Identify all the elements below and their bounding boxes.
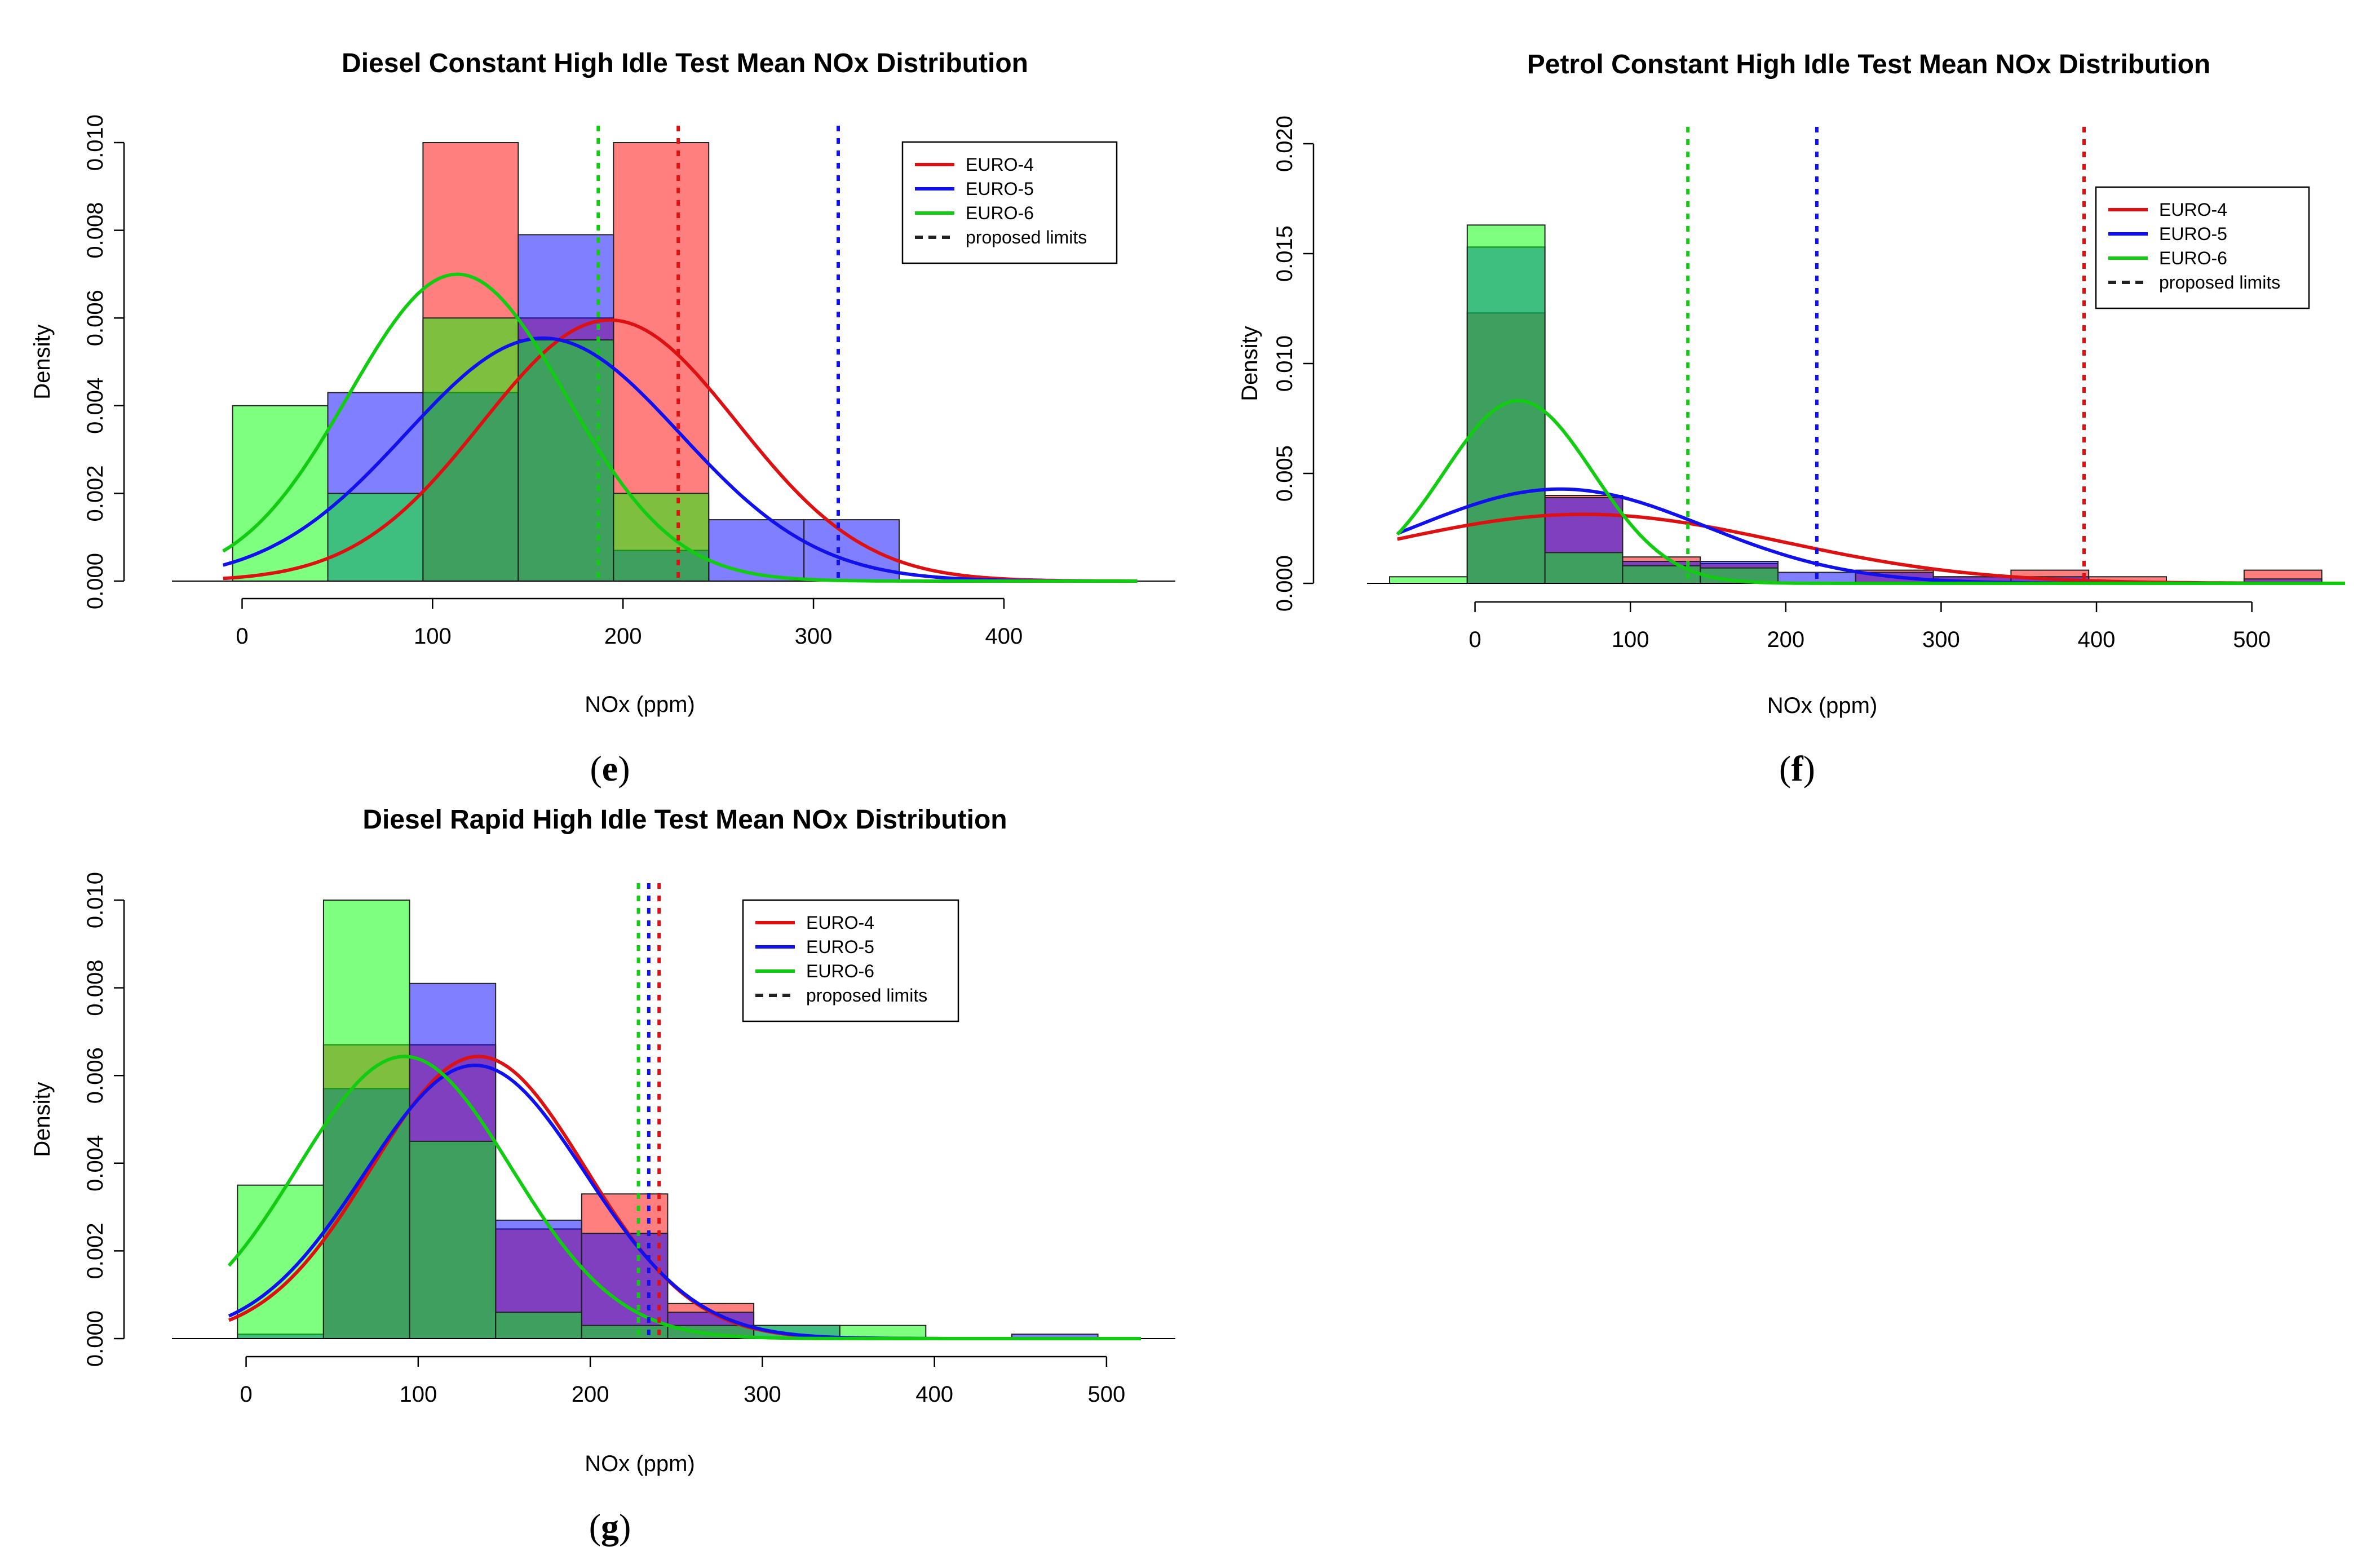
x-tick-label: 400 [985,624,1023,649]
x-tick-label: 100 [399,1382,437,1407]
y-tick-label: 0.006 [83,290,108,346]
density-curve-euro6 [1396,399,2345,585]
histogram-bar-euro6 [495,1312,582,1340]
histogram-bar-euro5 [708,519,805,582]
y-tick-label: 0.008 [83,960,108,1016]
chart-f: Petrol Constant High Idle Test Mean NOx … [1237,50,2345,789]
legend-entry: EURO-6 [966,203,1034,223]
legend-entry: proposed limits [806,985,927,1006]
histogram-bar-euro6 [613,493,710,582]
panel-caption: (e) [590,748,630,789]
x-tick-label: 0 [236,624,248,649]
legend-entry: proposed limits [2159,272,2280,293]
x-tick-label: 300 [1922,627,1960,652]
legend: EURO-4 EURO-5 EURO-6 proposed limits [901,141,1118,264]
legend-entry: proposed limits [966,227,1087,247]
legend-box [901,141,1118,264]
panel-caption: (g) [589,1507,631,1547]
histogram-bar-euro6 [232,405,329,582]
x-tick-label: 200 [572,1382,609,1407]
histogram-bar-euro6 [322,900,410,1339]
density-curve-euro4 [223,318,1138,583]
histogram-bar-euro6 [409,1140,497,1340]
x-axis-label: NOx (ppm) [585,1451,695,1476]
y-tick-label: 0.004 [83,1135,108,1191]
x-tick-label: 100 [1612,627,1649,652]
y-tick-label: 0.020 [1272,116,1297,172]
x-tick-label: 400 [915,1382,953,1407]
y-tick-label: 0.002 [83,1222,108,1279]
y-tick-label: 0.000 [83,1310,108,1367]
legend-box [2095,186,2310,309]
x-tick-label: 300 [795,624,833,649]
legend-entry: EURO-6 [2159,248,2227,268]
x-tick-label: 500 [1088,1382,1126,1407]
y-tick-label: 0.006 [83,1047,108,1104]
chart-title: Diesel Constant High Idle Test Mean NOx … [342,48,1028,78]
legend-entry: EURO-4 [806,913,874,933]
y-tick-label: 0.015 [1272,225,1297,282]
y-tick-label: 0.010 [83,114,108,171]
legend: EURO-4 EURO-5 EURO-6 proposed limits [2095,186,2310,309]
y-tick-label: 0.000 [83,553,108,609]
chart-e: Diesel Constant High Idle Test Mean NOx … [30,48,1175,789]
y-tick-label: 0.004 [83,378,108,434]
x-tick-label: 400 [2078,627,2116,652]
histogram-bar-euro5 [581,1233,669,1340]
chart-g: Diesel Rapid High Idle Test Mean NOx Dis… [30,805,1175,1547]
y-axis-label: Density [30,324,55,399]
legend-entry: EURO-5 [2159,224,2227,244]
x-tick-label: 300 [744,1382,781,1407]
histogram-bar-euro6 [422,317,519,582]
y-axis-label: Density [30,1082,55,1157]
y-tick-label: 0.008 [83,202,108,259]
legend-box [742,899,959,1022]
legend-entry: EURO-4 [966,154,1034,175]
x-tick-label: 200 [1767,627,1804,652]
chart-title: Petrol Constant High Idle Test Mean NOx … [1527,50,2211,79]
chart-title: Diesel Rapid High Idle Test Mean NOx Dis… [362,805,1007,835]
histogram-bar-euro6 [1544,552,1624,584]
x-tick-label: 200 [604,624,642,649]
legend-entry: EURO-6 [806,961,874,981]
panel-caption: (f) [1779,748,1815,789]
x-tick-label: 500 [2233,627,2271,652]
x-axis-label: NOx (ppm) [585,692,695,717]
histogram-bar-euro6 [581,1325,669,1339]
histogram-bar-euro6 [237,1184,324,1339]
x-axis-label: NOx (ppm) [1767,693,1878,718]
density-curve-euro6 [227,1055,1141,1340]
density-curve-euro6 [222,272,1138,583]
legend-entry: EURO-5 [806,937,874,957]
y-axis-label: Density [1237,326,1262,401]
y-tick-label: 0.002 [83,465,108,521]
y-tick-label: 0.010 [83,872,108,928]
x-tick-label: 0 [240,1382,252,1407]
histogram-bar-euro6 [1389,576,1468,584]
y-tick-label: 0.000 [1272,555,1297,612]
y-tick-label: 0.010 [1272,335,1297,392]
x-tick-label: 0 [1468,627,1481,652]
legend: EURO-4 EURO-5 EURO-6 proposed limits [742,899,959,1022]
x-tick-label: 100 [414,624,452,649]
y-tick-label: 0.005 [1272,445,1297,502]
legend-entry: EURO-4 [2159,200,2227,220]
legend-entry: EURO-5 [966,179,1034,199]
